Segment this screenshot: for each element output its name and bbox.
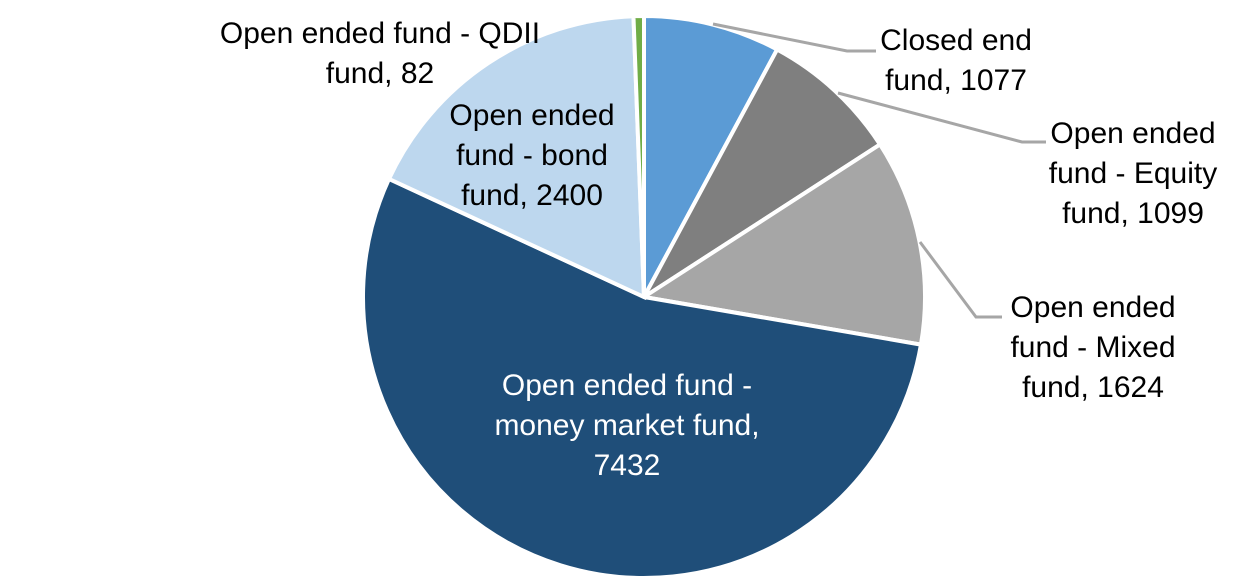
pie-slice-open-ended-fund-qdii-fund <box>631 13 646 298</box>
data-label-open-ended-fund-equity-fund: Open ended fund - Equity fund, 1099 <box>1049 117 1217 230</box>
leader-line-open-ended-fund-mixed-fund <box>918 241 1002 319</box>
pie-slice-open-ended-fund-money-market-fund <box>361 176 924 580</box>
pie-slice-closed-end-fund <box>642 13 780 298</box>
leader-line-closed-end-fund <box>712 22 876 53</box>
data-label-open-ended-fund-mixed-fund: Open ended fund - Mixed fund, 1624 <box>1010 291 1175 404</box>
data-label-closed-end-fund: Closed end fund, 1077 <box>880 24 1032 97</box>
pie-slice-open-ended-fund-mixed-fund <box>638 141 927 347</box>
pie-slice-open-ended-fund-equity-fund <box>642 46 883 299</box>
data-label-open-ended-fund-money-market-fund: Open ended fund -money market fund, 7432 <box>494 369 759 482</box>
pie-slice-open-ended-fund-bond-fund <box>386 14 647 301</box>
data-label-open-ended-fund-qdii-fund: Open ended fund - QDII fund, 82 <box>220 17 540 90</box>
data-label-open-ended-fund-bond-fund: Open ended fund - bond fund, 2400 <box>449 99 614 212</box>
leader-line-open-ended-fund-equity-fund <box>837 91 1046 144</box>
